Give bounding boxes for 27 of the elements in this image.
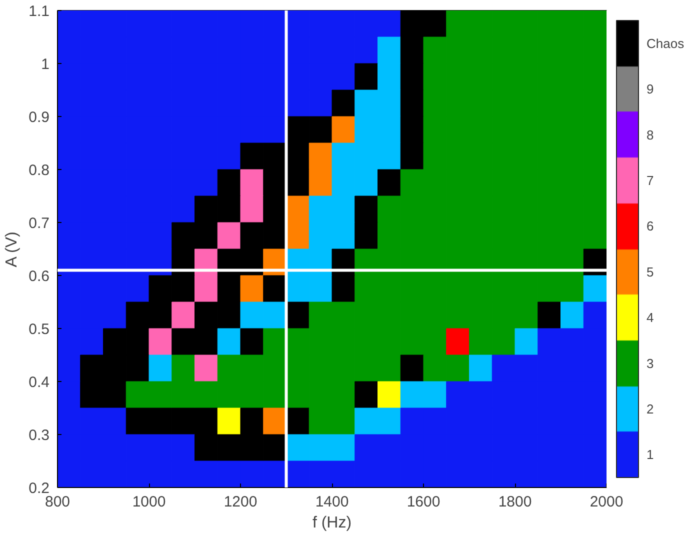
y-tick-label: 0.4: [28, 374, 50, 391]
color-bar-label: 2: [646, 401, 654, 416]
color-bar-label: 9: [646, 82, 654, 97]
color-bar-label: 5: [646, 264, 654, 280]
y-tick-label: 0.5: [28, 321, 50, 338]
color-bar-label: 3: [646, 356, 654, 371]
x-tick-label: 1200: [224, 494, 258, 510]
x-axis-title: f (Hz): [312, 514, 352, 532]
y-tick-label: 1: [41, 56, 50, 73]
color-bar-label: 6: [646, 218, 654, 234]
x-tick-label: 1600: [406, 494, 440, 510]
color-bar-label: 7: [646, 172, 654, 188]
x-tick-label: 1000: [132, 494, 166, 510]
y-tick-label: 1.1: [28, 3, 50, 20]
x-tick-label: 1400: [315, 494, 349, 510]
color-bar-label: 4: [646, 310, 654, 326]
y-tick-label: 0.6: [28, 268, 50, 285]
color-bar-label: 8: [646, 127, 654, 142]
y-tick-label: 0.3: [28, 427, 50, 444]
y-tick-label: 0.7: [28, 215, 50, 232]
x-tick-label: 1800: [498, 494, 532, 510]
color-bar-label: 1: [646, 447, 654, 462]
y-tick-label: 0.9: [28, 109, 50, 126]
y-axis-title: A (V): [4, 232, 21, 268]
x-tick-label: 2000: [590, 494, 624, 510]
y-tick-label: 0.8: [28, 162, 50, 179]
color-bar-label: Chaos: [646, 36, 685, 51]
